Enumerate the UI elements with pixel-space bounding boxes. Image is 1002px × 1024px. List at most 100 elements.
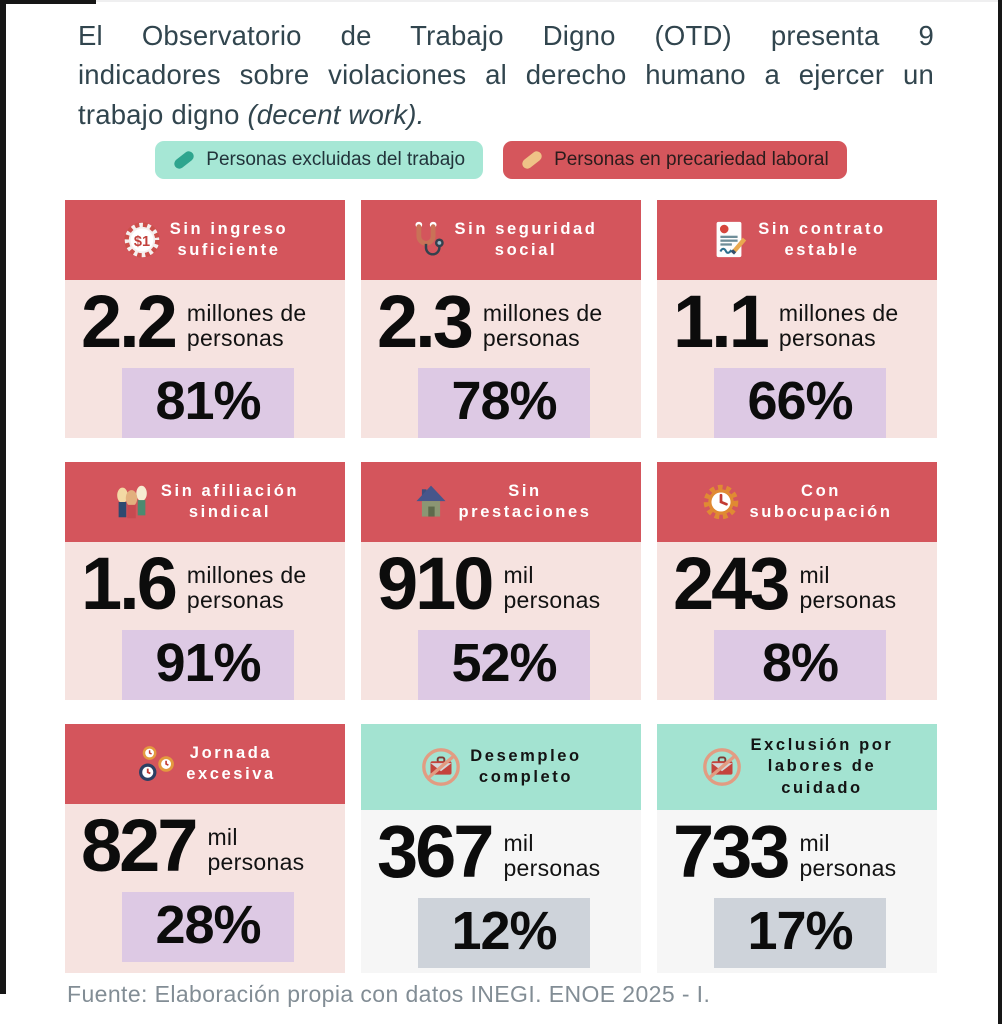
top-hairline <box>0 0 1002 2</box>
card-body: 827 mil personas 28% <box>65 804 345 973</box>
value-unit: millones de personas <box>186 299 307 352</box>
screenshot-left-border <box>0 0 6 994</box>
house-icon <box>411 482 451 522</box>
percent-badge: 81% <box>122 367 294 438</box>
card-title: Sin ingreso suficiente <box>169 219 289 259</box>
title-line-3: trabajo digno (decent work). <box>78 95 934 134</box>
card-body: 1.1 millones de personas 66% <box>657 280 937 438</box>
value-unit: millones de personas <box>482 299 603 352</box>
card-header: $1 Sin ingreso suficiente <box>65 200 345 280</box>
alarm-clock-icon <box>701 482 741 522</box>
percent-badge: 66% <box>714 367 886 438</box>
card-header: Desempleo completo <box>361 724 641 810</box>
value-unit: millones de personas <box>186 561 307 614</box>
card-header: Sin seguridad social <box>361 200 641 280</box>
card-body: 2.3 millones de personas 78% <box>361 280 641 438</box>
value-unit: mil personas <box>799 561 897 614</box>
card-header: Sin prestaciones <box>361 462 641 542</box>
screenshot-right-border <box>998 0 1002 1024</box>
value-unit: mil personas <box>799 829 897 882</box>
clocks-icon <box>134 743 178 785</box>
percent-badge: 12% <box>418 897 590 968</box>
percent-badge: 78% <box>418 367 590 438</box>
title-line-3-italic: (decent work). <box>247 98 425 130</box>
card-con-subocupacion: Con subocupación 243 mil personas 8% <box>657 462 937 700</box>
contract-signature-icon <box>708 219 750 261</box>
card-header: Con subocupación <box>657 462 937 542</box>
legend-label: Personas en precariedad laboral <box>554 149 829 170</box>
card-header: Jornada excesiva <box>65 724 345 804</box>
value: 827 <box>81 804 198 887</box>
value-row: 1.6 millones de personas <box>81 542 335 625</box>
title-line-3-main: trabajo digno <box>78 98 248 130</box>
no-work-briefcase-icon <box>701 746 743 788</box>
legend-item-precariedad: Personas en precariedad laboral <box>503 141 847 179</box>
card-sin-prestaciones: Sin prestaciones 910 mil personas 52% <box>361 462 641 700</box>
value-row: 2.3 millones de personas <box>377 280 631 363</box>
card-title: Jornada excesiva <box>186 743 276 783</box>
card-desempleo-completo: Desempleo completo 367 mil personas 12% <box>361 724 641 973</box>
value-row: 1.1 millones de personas <box>673 280 927 363</box>
percent-badge: 17% <box>714 897 886 968</box>
highlighter-marker-icon <box>172 149 197 171</box>
indicator-grid: $1 Sin ingreso suficiente 2.2 millones d… <box>65 200 938 973</box>
value-unit: mil personas <box>503 829 601 882</box>
card-title: Exclusión por labores de cuidado <box>750 735 894 797</box>
card-title: Sin seguridad social <box>454 219 598 259</box>
legend: Personas excluidas del trabajo Personas … <box>0 141 1002 179</box>
title-line-1: El Observatorio de Trabajo Digno (OTD) p… <box>78 20 934 51</box>
card-sin-afiliacion-sindical: Sin afiliación sindical 1.6 millones de … <box>65 462 345 700</box>
card-title: Sin prestaciones <box>458 481 592 521</box>
no-work-briefcase-icon <box>420 746 462 788</box>
value: 367 <box>377 810 494 893</box>
value-row: 367 mil personas <box>377 810 631 893</box>
page-title: El Observatorio de Trabajo Digno (OTD) p… <box>78 16 934 134</box>
title-line-2: indicadores sobre violaciones al derecho… <box>78 59 934 91</box>
card-header: Sin contrato estable <box>657 200 937 280</box>
card-header: Exclusión por labores de cuidado <box>657 724 937 810</box>
value-unit: millones de personas <box>778 299 899 352</box>
highlighter-marker-icon <box>520 149 544 171</box>
card-sin-ingreso-suficiente: $1 Sin ingreso suficiente 2.2 millones d… <box>65 200 345 438</box>
value: 1.6 <box>81 542 178 625</box>
card-body: 367 mil personas 12% <box>361 810 641 973</box>
card-body: 733 mil personas 17% <box>657 810 937 973</box>
card-sin-seguridad-social: Sin seguridad social 2.3 millones de per… <box>361 200 641 438</box>
raised-hands-icon <box>111 481 153 523</box>
value: 1.1 <box>673 280 770 363</box>
value-row: 243 mil personas <box>673 542 927 625</box>
card-title: Con subocupación <box>749 481 893 521</box>
percent-badge: 8% <box>714 629 886 700</box>
value-row: 733 mil personas <box>673 810 927 893</box>
value: 733 <box>673 810 790 893</box>
coin-dollar-icon: $1 <box>122 220 162 260</box>
svg-text:$1: $1 <box>134 234 150 250</box>
screenshot-top-border <box>0 0 96 4</box>
card-title: Sin afiliación sindical <box>160 481 300 521</box>
legend-item-excluidas: Personas excluidas del trabajo <box>155 141 484 179</box>
percent-badge: 52% <box>418 629 590 700</box>
card-sin-contrato-estable: Sin contrato estable 1.1 millones de per… <box>657 200 937 438</box>
value: 2.2 <box>81 280 178 363</box>
value: 2.3 <box>377 280 474 363</box>
percent-badge: 91% <box>122 629 294 700</box>
card-title: Sin contrato estable <box>758 219 886 259</box>
value-row: 827 mil personas <box>81 804 335 887</box>
card-body: 2.2 millones de personas 81% <box>65 280 345 438</box>
source-note: Fuente: Elaboración propia con datos INE… <box>67 981 711 1007</box>
card-header: Sin afiliación sindical <box>65 462 345 542</box>
card-body: 910 mil personas 52% <box>361 542 641 700</box>
value-row: 2.2 millones de personas <box>81 280 335 363</box>
percent-badge: 28% <box>122 891 294 962</box>
card-body: 1.6 millones de personas 91% <box>65 542 345 700</box>
value-row: 910 mil personas <box>377 547 631 621</box>
card-body: 243 mil personas 8% <box>657 542 937 700</box>
stethoscope-icon <box>405 219 447 261</box>
value: 243 <box>673 542 790 625</box>
card-title: Desempleo completo <box>470 746 582 786</box>
card-exclusion-labores-cuidado: Exclusión por labores de cuidado 733 mil… <box>657 724 937 973</box>
card-jornada-excesiva: Jornada excesiva 827 mil personas 28% <box>65 724 345 973</box>
value-unit: mil personas <box>207 823 305 876</box>
legend-label: Personas excluidas del trabajo <box>206 149 466 170</box>
value-unit: mil personas <box>503 561 601 614</box>
